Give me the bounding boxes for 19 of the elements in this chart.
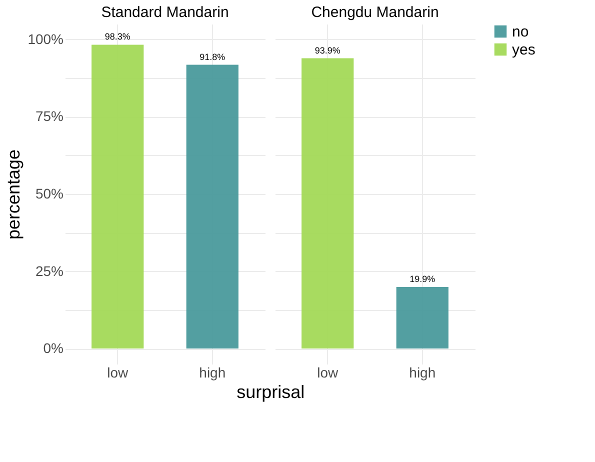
y-tick-label: 0% (43, 340, 64, 356)
y-tick-label: 50% (35, 186, 64, 202)
data-label: 93.9% (314, 45, 340, 56)
y-axis-title: percentage (4, 149, 24, 240)
x-axis-title: surprisal (236, 382, 305, 402)
x-tick-label: high (409, 364, 436, 380)
legend-label: no (512, 24, 529, 40)
x-tick-label: low (317, 364, 339, 380)
y-tick-label: 25% (35, 262, 64, 279)
data-label: 91.8% (200, 52, 226, 62)
x-tick-label: high (199, 364, 226, 380)
y-tick-label: 75% (35, 108, 64, 124)
data-label: 19.9% (410, 274, 436, 284)
x-tick-label: low (107, 364, 129, 380)
chart-title: Chengdu Mandarin (311, 4, 439, 21)
data-label: 98.3% (104, 32, 130, 42)
legend-label: yes (512, 42, 536, 58)
y-tick-label: 100% (28, 30, 64, 47)
chart-title: Standard Mandarin (101, 4, 229, 21)
